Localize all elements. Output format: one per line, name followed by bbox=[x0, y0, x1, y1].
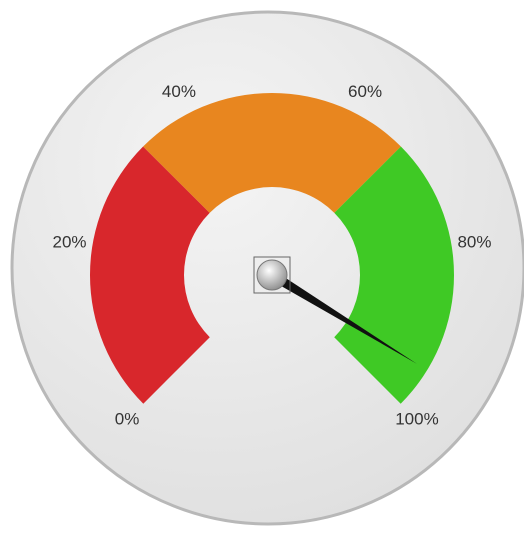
needle-hub bbox=[257, 260, 287, 290]
tick-label: 80% bbox=[457, 232, 491, 251]
tick-label: 40% bbox=[162, 82, 196, 101]
tick-label: 20% bbox=[53, 232, 87, 251]
tick-label: 0% bbox=[115, 409, 140, 428]
tick-label: 100% bbox=[395, 409, 438, 428]
chart: 0% 20% 40% 60% 80% 100% bbox=[0, 0, 524, 534]
tick-label: 60% bbox=[348, 82, 382, 101]
